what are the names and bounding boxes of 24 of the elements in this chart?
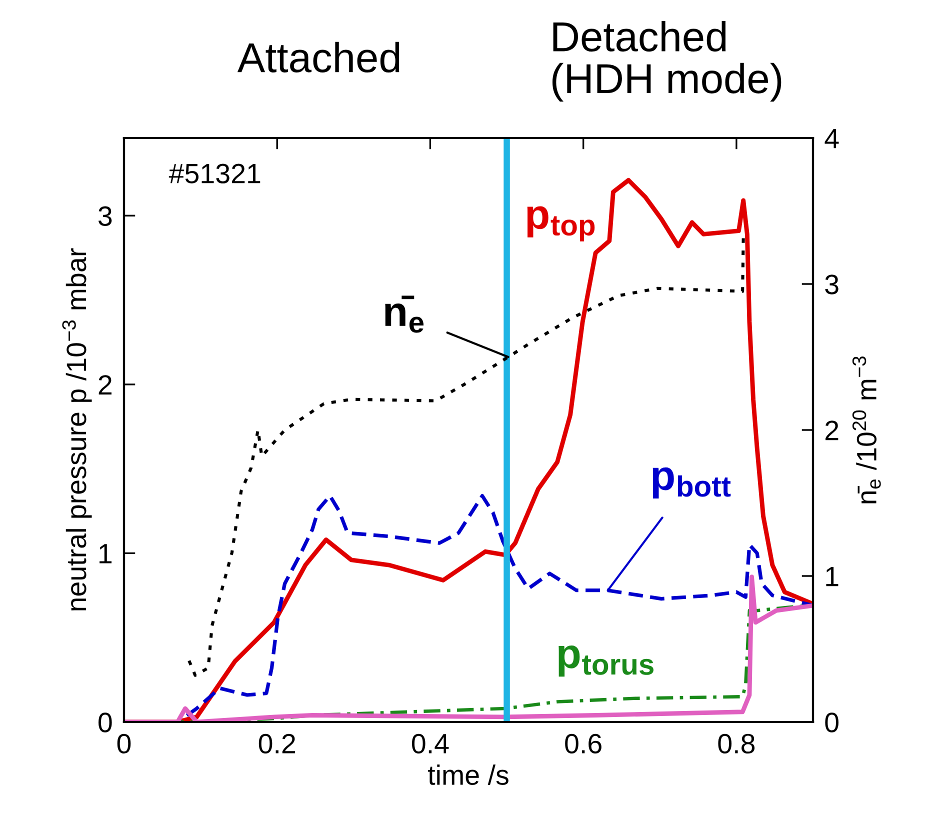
y-tick-label: 3 <box>98 206 112 226</box>
x-axis-title: time /s <box>428 764 508 785</box>
y2-tick-label: 2 <box>826 420 838 440</box>
y2-tick-label: 4 <box>824 128 839 148</box>
annotation: #51321 <box>168 164 260 184</box>
series-label: p$_{bott}$ <box>652 467 731 499</box>
y-tick-label: 2 <box>98 375 112 394</box>
y-tick-label: 0 <box>98 712 112 732</box>
x-tick-label: 0.6 <box>565 734 602 754</box>
x-tick-label: 0.2 <box>258 734 296 754</box>
x-tick-label: 0 <box>117 734 131 754</box>
y2-tick-label: 1 <box>826 566 838 586</box>
x-tick-label: 0.8 <box>718 734 755 754</box>
y-tick-label: 1 <box>100 544 112 564</box>
y-axis-title: neutral pressure p /10$^{−3}$ mbar <box>62 248 92 610</box>
series-label: p$_{torus}$ <box>558 645 654 677</box>
y2-axis-title: n̄$_{e}$ /10$^{20}$ m$^{−3}$ <box>852 356 881 504</box>
series-label: n̄$_{e}$ <box>385 296 424 333</box>
x-tick-label: 0.4 <box>412 734 449 754</box>
text: Attached <box>237 42 400 73</box>
text: Detached (HDH mode) <box>552 21 782 102</box>
y2-tick-label: 3 <box>825 274 838 294</box>
y2-tick-label: 0 <box>825 712 838 732</box>
series-label: p$_{top}$ <box>527 206 595 242</box>
